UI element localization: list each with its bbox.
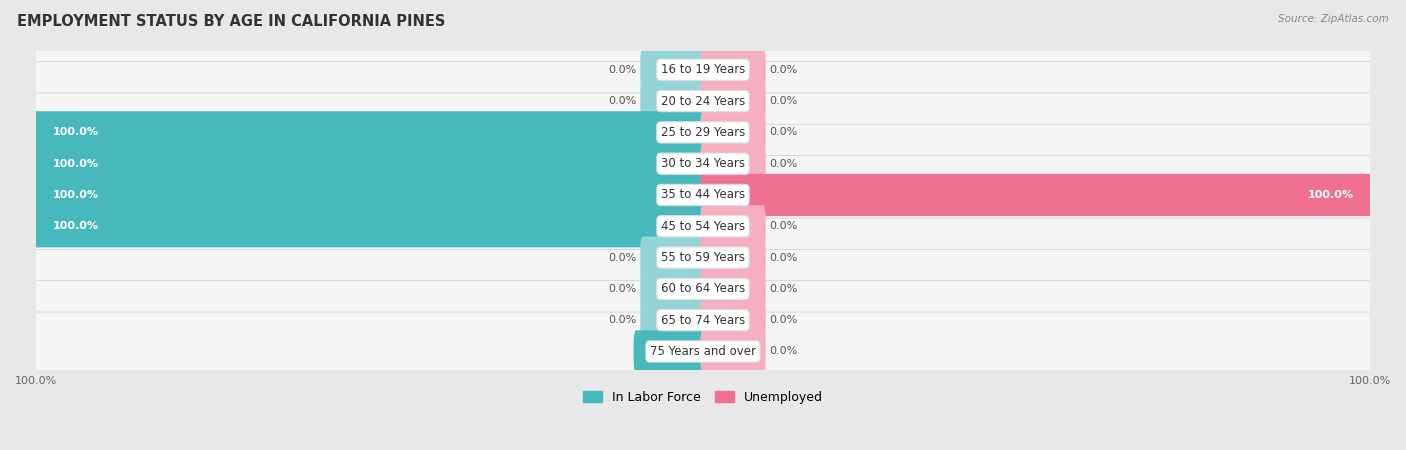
Text: 100.0%: 100.0% (53, 190, 98, 200)
FancyBboxPatch shape (700, 143, 766, 185)
FancyBboxPatch shape (31, 187, 1375, 266)
Text: 0.0%: 0.0% (769, 127, 799, 137)
Text: 100.0%: 100.0% (53, 221, 98, 231)
Text: 65 to 74 Years: 65 to 74 Years (661, 314, 745, 327)
Text: Source: ZipAtlas.com: Source: ZipAtlas.com (1278, 14, 1389, 23)
FancyBboxPatch shape (700, 49, 766, 91)
Text: 0.0%: 0.0% (607, 252, 637, 262)
FancyBboxPatch shape (700, 299, 766, 341)
FancyBboxPatch shape (31, 124, 1375, 203)
FancyBboxPatch shape (700, 111, 766, 153)
FancyBboxPatch shape (31, 312, 1375, 391)
FancyBboxPatch shape (31, 93, 1375, 172)
FancyBboxPatch shape (31, 218, 1375, 297)
Text: 100.0%: 100.0% (1308, 190, 1353, 200)
Text: 20 to 24 Years: 20 to 24 Years (661, 94, 745, 108)
Text: 100.0%: 100.0% (53, 127, 98, 137)
Text: 0.0%: 0.0% (769, 346, 799, 356)
FancyBboxPatch shape (34, 205, 706, 248)
FancyBboxPatch shape (700, 330, 766, 373)
Text: 30 to 34 Years: 30 to 34 Years (661, 157, 745, 170)
FancyBboxPatch shape (700, 174, 1372, 216)
FancyBboxPatch shape (34, 111, 706, 153)
FancyBboxPatch shape (640, 268, 706, 310)
Text: 0.0%: 0.0% (769, 159, 799, 169)
Text: EMPLOYMENT STATUS BY AGE IN CALIFORNIA PINES: EMPLOYMENT STATUS BY AGE IN CALIFORNIA P… (17, 14, 446, 28)
Text: 0.0%: 0.0% (769, 252, 799, 262)
FancyBboxPatch shape (700, 205, 766, 248)
FancyBboxPatch shape (700, 80, 766, 122)
Text: 25 to 29 Years: 25 to 29 Years (661, 126, 745, 139)
FancyBboxPatch shape (700, 236, 766, 279)
FancyBboxPatch shape (31, 30, 1375, 109)
FancyBboxPatch shape (31, 249, 1375, 328)
FancyBboxPatch shape (31, 156, 1375, 234)
Text: 60 to 64 Years: 60 to 64 Years (661, 282, 745, 295)
Text: 0.0%: 0.0% (769, 221, 799, 231)
Text: 55 to 59 Years: 55 to 59 Years (661, 251, 745, 264)
FancyBboxPatch shape (31, 62, 1375, 140)
FancyBboxPatch shape (700, 268, 766, 310)
Text: 0.0%: 0.0% (769, 284, 799, 294)
Text: 0.0%: 0.0% (607, 315, 637, 325)
Legend: In Labor Force, Unemployed: In Labor Force, Unemployed (578, 386, 828, 409)
Text: 16 to 19 Years: 16 to 19 Years (661, 63, 745, 76)
FancyBboxPatch shape (640, 299, 706, 341)
Text: 45 to 54 Years: 45 to 54 Years (661, 220, 745, 233)
Text: 10.0%: 10.0% (652, 346, 692, 356)
Text: 0.0%: 0.0% (769, 315, 799, 325)
FancyBboxPatch shape (640, 49, 706, 91)
Text: 100.0%: 100.0% (53, 159, 98, 169)
FancyBboxPatch shape (634, 330, 706, 373)
Text: 0.0%: 0.0% (607, 284, 637, 294)
Text: 35 to 44 Years: 35 to 44 Years (661, 189, 745, 202)
Text: 0.0%: 0.0% (769, 65, 799, 75)
Text: 75 Years and over: 75 Years and over (650, 345, 756, 358)
FancyBboxPatch shape (34, 143, 706, 185)
FancyBboxPatch shape (34, 174, 706, 216)
Text: 0.0%: 0.0% (607, 96, 637, 106)
FancyBboxPatch shape (640, 236, 706, 279)
FancyBboxPatch shape (640, 80, 706, 122)
FancyBboxPatch shape (31, 281, 1375, 360)
Text: 0.0%: 0.0% (607, 65, 637, 75)
Text: 0.0%: 0.0% (769, 96, 799, 106)
